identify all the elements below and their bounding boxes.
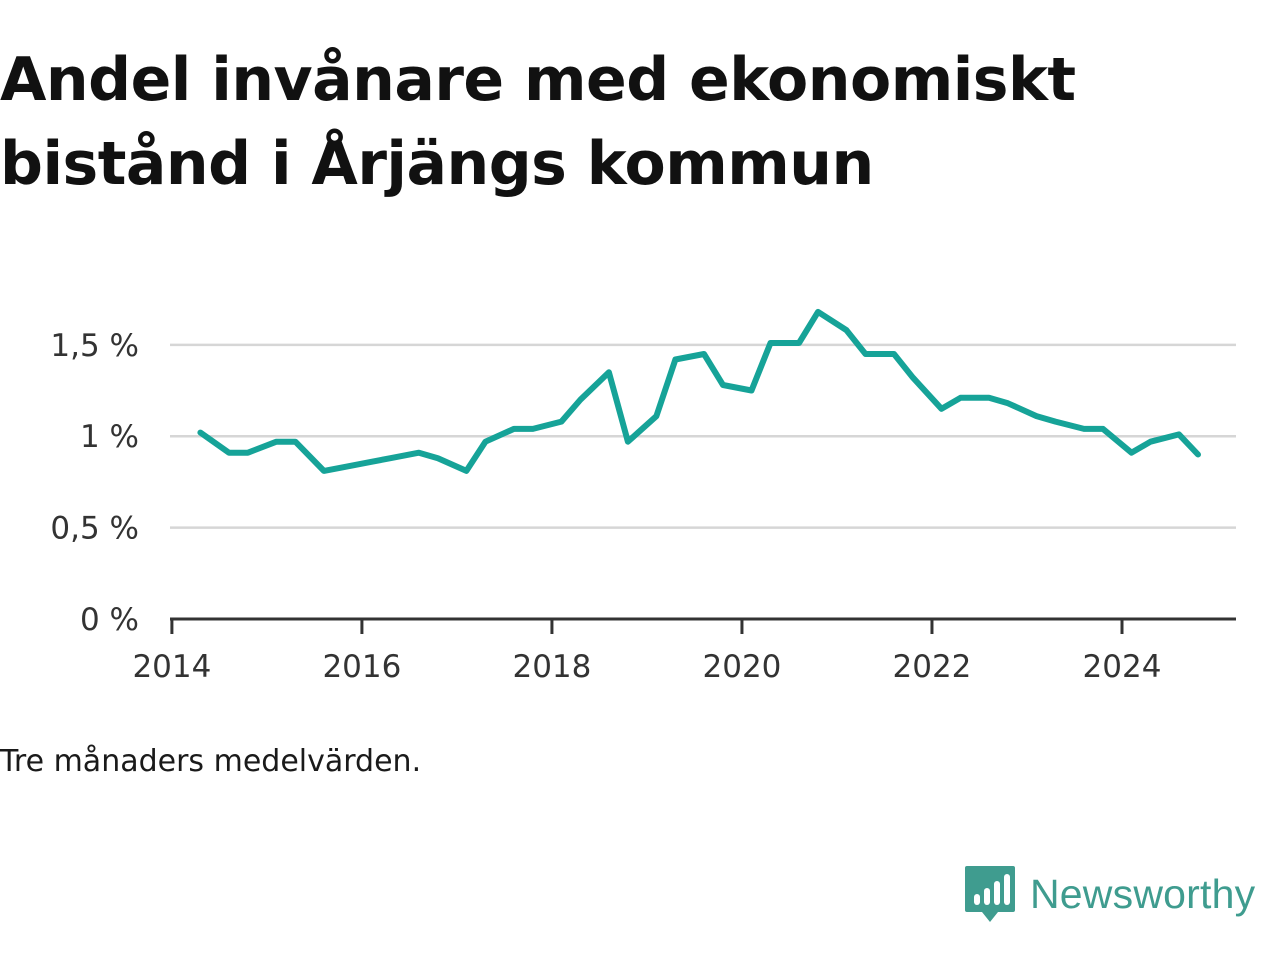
- data-point-24: [769, 341, 772, 345]
- data-point-41: [1177, 432, 1181, 436]
- gridlines: [170, 343, 1236, 529]
- brand-logo: Newsworthy: [964, 864, 1255, 924]
- data-point-28: [864, 352, 867, 356]
- x-tick-label-5: 2024: [1083, 649, 1162, 685]
- data-point-20: [673, 358, 677, 361]
- x-axis-tick-labels: 2014 2016 2018 2020 2022 2024: [132, 649, 1161, 685]
- data-point-26: [816, 310, 820, 314]
- data-point-33: [987, 396, 991, 400]
- y-axis-tick-labels: 0 % 0,5 % 1 % 1,5 %: [50, 328, 139, 638]
- data-point-40: [1149, 440, 1152, 444]
- y-tick-label-2: 1 %: [80, 419, 139, 455]
- brand-name: Newsworthy: [1030, 870, 1256, 917]
- data-point-25: [797, 341, 801, 345]
- data-point-5: [322, 469, 326, 473]
- data-point-16: [578, 398, 582, 402]
- x-tick-label-3: 2020: [703, 649, 782, 685]
- y-tick-label-1: 0,5 %: [50, 511, 139, 547]
- data-point-27: [845, 328, 848, 332]
- data-point-36: [1054, 420, 1057, 424]
- footnote: Tre månaders medelvärden.: [0, 744, 422, 779]
- data-point-11: [464, 469, 468, 473]
- data-point-4: [293, 440, 297, 444]
- data-point-22: [721, 383, 725, 387]
- data-point-31: [940, 407, 943, 411]
- chart-title: Andel invånare med ekonomiskt bistånd i …: [0, 38, 1200, 206]
- data-point-12: [483, 440, 487, 444]
- data-point-18: [626, 440, 630, 444]
- data-point-1: [227, 451, 231, 455]
- x-tick-label-1: 2016: [322, 649, 401, 685]
- x-tick-label-2: 2018: [512, 649, 591, 685]
- data-point-21: [702, 352, 706, 356]
- chart-title-line-2: bistånd i Årjängs kommun: [0, 129, 874, 199]
- data-point-10: [436, 456, 440, 460]
- data-point-30: [911, 376, 915, 380]
- bar-chart-speech-bubble-icon: [965, 866, 1015, 922]
- data-point-19: [654, 414, 658, 418]
- data-point-32: [959, 396, 962, 400]
- data-point-14: [531, 427, 535, 431]
- data-point-8: [388, 456, 392, 460]
- data-point-38: [1101, 427, 1105, 431]
- data-point-37: [1082, 427, 1086, 431]
- data-point-39: [1130, 451, 1133, 455]
- x-tick-label-4: 2022: [893, 649, 972, 685]
- x-axis: [170, 617, 1236, 634]
- data-point-2: [246, 451, 250, 455]
- series-layer: [197, 308, 1201, 474]
- data-point-29: [892, 352, 896, 356]
- chart-title-line-1: Andel invånare med ekonomiskt: [0, 45, 1076, 115]
- y-tick-label-3: 1,5 %: [50, 328, 139, 364]
- data-point-23: [750, 389, 753, 392]
- data-point-42: [1196, 453, 1200, 456]
- y-tick-label-0: 0 %: [80, 602, 139, 638]
- data-point-34: [1006, 401, 1010, 405]
- data-point-7: [369, 460, 373, 464]
- data-point-15: [559, 420, 563, 424]
- x-tick-label-0: 2014: [132, 649, 211, 685]
- data-point-35: [1035, 414, 1038, 418]
- data-point-13: [512, 427, 516, 431]
- data-point-0: [198, 431, 202, 435]
- data-point-6: [341, 465, 345, 469]
- data-point-17: [607, 370, 611, 374]
- line-chart: 0 % 0,5 % 1 % 1,5 % 2014 2016 2018 2020 2022 202…: [50, 308, 1236, 685]
- data-point-9: [417, 451, 421, 455]
- data-point-3: [274, 440, 278, 444]
- series-line-0: [197, 308, 1201, 474]
